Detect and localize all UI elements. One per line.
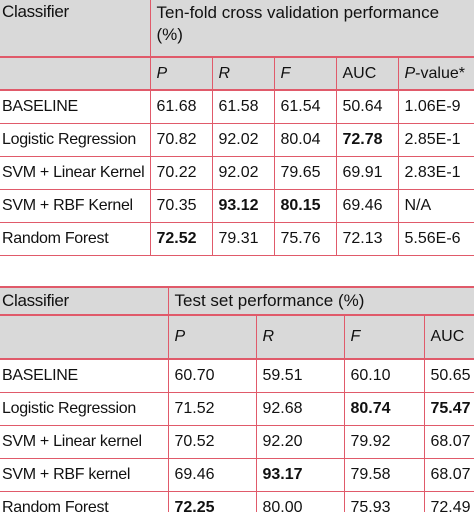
cell-P: 71.52 [167,392,256,426]
table-row: SVM + Linear Kernel 70.22 92.02 79.65 69… [0,156,474,190]
cell-AUC: 68.07 [423,458,474,492]
col-R: R [255,315,344,359]
classifier-header: Classifier [0,0,150,57]
cell-R: 92.02 [211,123,274,157]
cell-AUC: 75.47 [423,392,474,426]
cell-R: 80.00 [255,491,344,512]
table-row: SVM + Linear kernel 70.52 92.20 79.92 68… [0,425,474,459]
row-name: Logistic Regression [0,392,168,426]
cell-P: 61.68 [149,90,212,124]
cell-P: 70.35 [149,189,212,223]
cell-R: 93.12 [211,189,274,223]
cv-group-header: Ten-fold cross validation performance (%… [149,0,474,57]
cell-P: 70.22 [149,156,212,190]
cell-R: 59.51 [255,359,344,393]
table-row: Logistic Regression 71.52 92.68 80.74 75… [0,392,474,426]
cell-R: 79.31 [211,222,274,256]
row-name: BASELINE [0,90,150,124]
table-row: Random Forest 72.25 80.00 75.93 72.49 [0,491,474,512]
cell-F: 61.54 [273,90,336,124]
row-name: SVM + Linear Kernel [0,156,150,190]
cell-AUC: 50.64 [335,90,398,124]
test-group-header: Test set performance (%) [167,287,474,315]
row-name: SVM + RBF kernel [0,458,168,492]
classifier-header: Classifier [0,287,168,315]
cell-AUC: 69.46 [335,189,398,223]
cell-R: 92.68 [255,392,344,426]
cell-F: 79.58 [343,458,424,492]
col-F: F [343,315,424,359]
col-P: P [149,57,212,90]
cell-AUC: 50.65 [423,359,474,393]
row-name: Random Forest [0,491,168,512]
cell-P: 69.46 [167,458,256,492]
cell-P: 70.52 [167,425,256,459]
table-row: Random Forest 72.52 79.31 75.76 72.13 5.… [0,222,474,256]
table-row: SVM + RBF Kernel 70.35 93.12 80.15 69.46… [0,189,474,223]
cell-pvalue: N/A [397,189,474,223]
cell-F: 60.10 [343,359,424,393]
cell-R: 61.58 [211,90,274,124]
col-R: R [211,57,274,90]
col-AUC: AUC [335,57,398,90]
cell-pvalue: 2.85E-1 [397,123,474,157]
cell-F: 75.76 [273,222,336,256]
cell-AUC: 68.07 [423,425,474,459]
table-row: SVM + RBF kernel 69.46 93.17 79.58 68.07 [0,458,474,492]
row-name: SVM + Linear kernel [0,425,168,459]
classifier-header-spacer [0,315,168,359]
cell-AUC: 72.78 [335,123,398,157]
row-name: SVM + RBF Kernel [0,189,150,223]
cell-R: 93.17 [255,458,344,492]
cell-P: 72.25 [167,491,256,512]
cell-F: 80.74 [343,392,424,426]
row-name: Logistic Regression [0,123,150,157]
cell-F: 79.65 [273,156,336,190]
cell-R: 92.20 [255,425,344,459]
cell-F: 80.04 [273,123,336,157]
col-AUC: AUC [423,315,474,359]
row-name: Random Forest [0,222,150,256]
cell-pvalue: 1.06E-9 [397,90,474,124]
cell-F: 79.92 [343,425,424,459]
col-P: P [167,315,256,359]
cell-P: 70.82 [149,123,212,157]
col-F: F [273,57,336,90]
row-name: BASELINE [0,359,168,393]
cell-P: 72.52 [149,222,212,256]
table-row: BASELINE 61.68 61.58 61.54 50.64 1.06E-9 [0,90,474,124]
table-row: BASELINE 60.70 59.51 60.10 50.65 [0,359,474,393]
cross-validation-table: Classifier Ten-fold cross validation per… [0,0,474,256]
cell-R: 92.02 [211,156,274,190]
cell-AUC: 72.49 [423,491,474,512]
cell-pvalue: 2.83E-1 [397,156,474,190]
test-set-table: Classifier Test set performance (%) P R … [0,286,474,512]
cell-F: 75.93 [343,491,424,512]
cell-AUC: 72.13 [335,222,398,256]
cell-P: 60.70 [167,359,256,393]
cell-AUC: 69.91 [335,156,398,190]
cell-F: 80.15 [273,189,336,223]
classifier-header-spacer [0,57,150,90]
cell-pvalue: 5.56E-6 [397,222,474,256]
col-pvalue: P-value* [397,57,474,90]
table-row: Logistic Regression 70.82 92.02 80.04 72… [0,123,474,157]
